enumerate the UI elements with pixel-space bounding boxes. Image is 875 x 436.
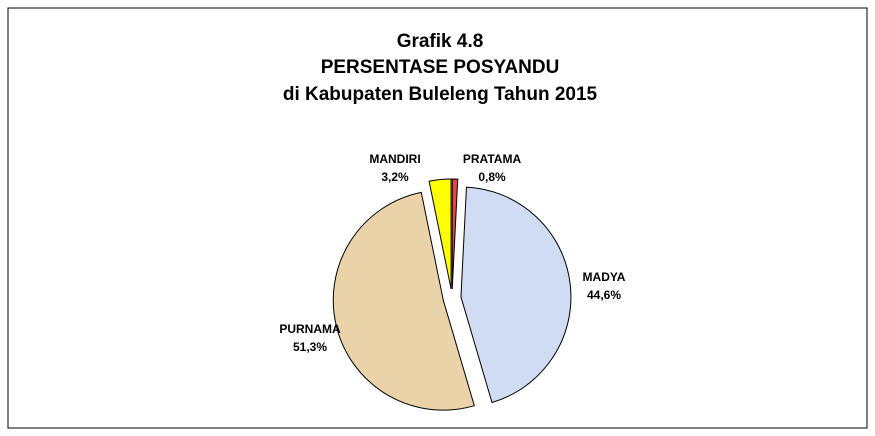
- slice-value-label: 44,6%: [587, 288, 621, 302]
- slice-label: PURNAMA: [279, 322, 341, 336]
- chart-title: PERSENTASE POSYANDU: [321, 57, 560, 78]
- pie-slice: [428, 178, 452, 290]
- slice-value-label: 0,8%: [478, 170, 506, 184]
- chart-title: Grafik 4.8: [397, 31, 484, 52]
- slice-label: MADYA: [583, 270, 626, 284]
- slice-label: PRATAMA: [463, 152, 522, 166]
- slice-value-label: 3,2%: [381, 170, 409, 184]
- slice-label: MANDIRI: [369, 152, 420, 166]
- slice-value-label: 51,3%: [293, 340, 327, 354]
- pie-slice: [451, 178, 459, 290]
- chart-title: di Kabupaten Buleleng Tahun 2015: [283, 84, 598, 105]
- pie-slice: [332, 191, 475, 411]
- pie-slice: [460, 186, 572, 404]
